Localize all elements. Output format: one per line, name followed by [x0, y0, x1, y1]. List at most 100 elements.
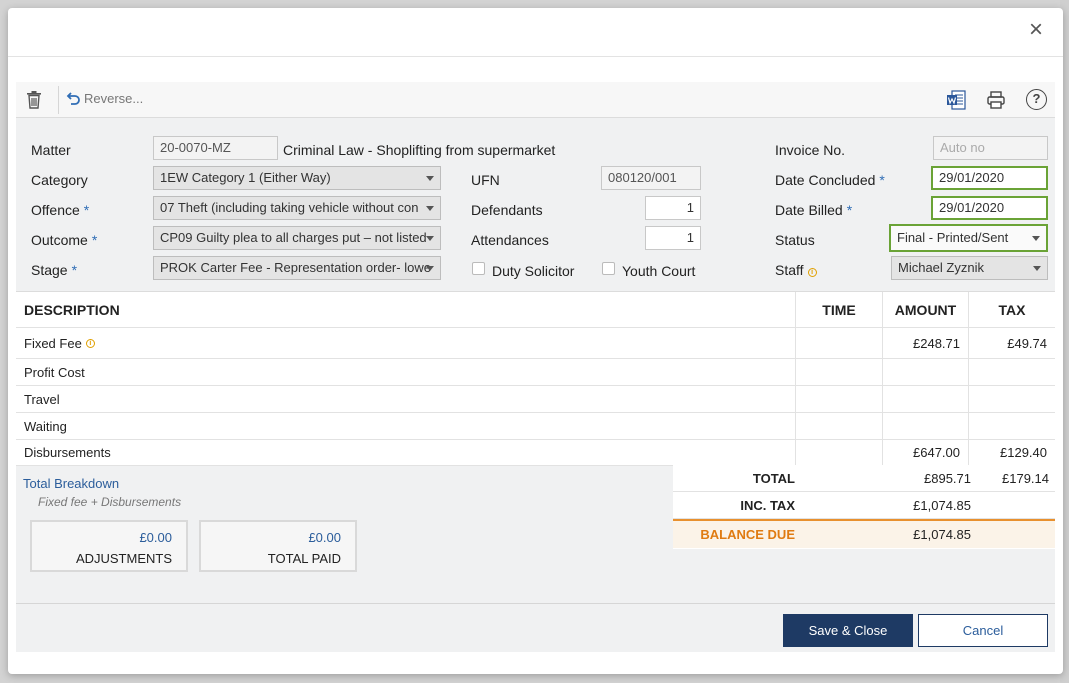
status-value: Final - Printed/Sent: [897, 230, 1009, 245]
footer-divider: [16, 603, 1055, 604]
col-description: DESCRIPTION: [24, 301, 120, 318]
staff-value: Michael Zyznik: [898, 260, 984, 275]
background-app-edge: [1060, 0, 1069, 683]
balance-due-row: BALANCE DUE £1,074.85: [673, 519, 1055, 548]
row-amount: [882, 386, 968, 412]
inc-tax-amount: £1,074.85: [913, 498, 971, 513]
total-paid-value: £0.00: [308, 530, 341, 545]
outcome-label: Outcome *: [31, 232, 98, 248]
offence-label: Offence *: [31, 202, 90, 218]
chevron-down-icon: [426, 206, 434, 211]
youth-court-label: Youth Court: [622, 263, 696, 279]
row-amount: £248.71: [882, 328, 968, 358]
word-icon[interactable]: [946, 90, 966, 110]
row-time: [795, 359, 882, 385]
table-header: DESCRIPTION TIME AMOUNT TAX: [16, 292, 1055, 328]
invoice-no-label: Invoice No.: [775, 142, 846, 158]
row-time: [795, 328, 882, 358]
save-close-button[interactable]: Save & Close: [783, 614, 913, 647]
outcome-select[interactable]: CP09 Guilty plea to all charges put – no…: [153, 226, 441, 250]
row-tax: £129.40: [968, 440, 1055, 465]
adjustments-value: £0.00: [139, 530, 172, 545]
trash-icon[interactable]: [26, 91, 42, 109]
youth-court-checkbox[interactable]: [602, 262, 615, 275]
status-select[interactable]: Final - Printed/Sent: [889, 224, 1048, 252]
row-amount: £647.00: [882, 440, 968, 465]
staff-label: Staff i: [775, 262, 817, 278]
row-description: Fixed Fee: [24, 335, 82, 351]
fee-table: DESCRIPTION TIME AMOUNT TAX Fixed Fee i £…: [16, 291, 1055, 466]
invoice-panel: Reverse... ? Matter 20-0070-MZ Criminal …: [16, 82, 1055, 652]
row-description: Profit Cost: [24, 364, 85, 380]
category-select[interactable]: 1EW Category 1 (Either Way): [153, 166, 441, 190]
date-concluded-input[interactable]: 29/01/2020: [931, 166, 1048, 190]
row-description: Travel: [24, 391, 60, 407]
total-breakdown-link[interactable]: Total Breakdown: [23, 476, 120, 491]
total-row: TOTAL £895.71 £179.14: [673, 465, 1055, 492]
row-amount: [882, 359, 968, 385]
status-label: Status: [775, 232, 815, 248]
duty-solicitor-checkbox[interactable]: [472, 262, 485, 275]
invoice-dialog: × Reverse...: [8, 8, 1063, 674]
help-icon[interactable]: ?: [1026, 89, 1047, 110]
invoice-no-field: Auto no: [933, 136, 1048, 160]
adjustments-box[interactable]: £0.00 ADJUSTMENTS: [30, 520, 188, 572]
ufn-label: UFN: [471, 172, 500, 188]
staff-select[interactable]: Michael Zyznik: [891, 256, 1048, 280]
chevron-down-icon: [1033, 266, 1041, 271]
stage-value: PROK Carter Fee - Representation order- …: [160, 260, 431, 275]
col-time: TIME: [795, 292, 882, 327]
chevron-down-icon: [1032, 236, 1040, 241]
date-billed-input[interactable]: 29/01/2020: [931, 196, 1048, 220]
table-row: Travel: [16, 386, 1055, 413]
row-description: Waiting: [24, 418, 67, 434]
offence-value: 07 Theft (including taking vehicle witho…: [160, 200, 419, 215]
header-divider: [8, 56, 1063, 57]
row-time: [795, 413, 882, 439]
row-tax: [968, 413, 1055, 439]
defendants-label: Defendants: [471, 202, 543, 218]
attendances-input[interactable]: 1: [645, 226, 701, 250]
attendances-label: Attendances: [471, 232, 549, 248]
totals-panel: TOTAL £895.71 £179.14 INC. TAX £1,074.85…: [673, 465, 1055, 549]
col-amount: AMOUNT: [882, 292, 968, 327]
cancel-button[interactable]: Cancel: [918, 614, 1048, 647]
info-icon: i: [85, 338, 95, 348]
total-amount: £895.71: [924, 471, 971, 486]
row-tax: £49.74: [968, 328, 1055, 358]
reverse-button[interactable]: Reverse...: [66, 91, 143, 106]
chevron-down-icon: [426, 236, 434, 241]
breakdown-subtitle: Fixed fee + Disbursements: [38, 495, 182, 509]
row-tax: [968, 386, 1055, 412]
print-icon[interactable]: [987, 91, 1005, 109]
chevron-down-icon: [426, 266, 434, 271]
matter-field: 20-0070-MZ: [153, 136, 278, 160]
matter-description: Criminal Law - Shoplifting from supermar…: [283, 142, 556, 158]
row-description: Disbursements: [24, 445, 111, 460]
undo-icon: [66, 91, 80, 105]
date-concluded-label: Date Concluded *: [775, 172, 885, 188]
stage-select[interactable]: PROK Carter Fee - Representation order- …: [153, 256, 441, 280]
date-billed-label: Date Billed *: [775, 202, 853, 218]
row-amount: [882, 413, 968, 439]
offence-select[interactable]: 07 Theft (including taking vehicle witho…: [153, 196, 441, 220]
category-value: 1EW Category 1 (Either Way): [160, 170, 331, 185]
close-icon[interactable]: ×: [1028, 16, 1043, 43]
balance-due-amount: £1,074.85: [913, 527, 971, 542]
total-paid-box[interactable]: £0.00 TOTAL PAID: [199, 520, 357, 572]
reverse-label: Reverse...: [84, 91, 144, 106]
row-tax: [968, 359, 1055, 385]
adjustments-label: ADJUSTMENTS: [75, 551, 172, 566]
total-label: TOTAL: [752, 471, 795, 486]
col-tax: TAX: [968, 292, 1055, 327]
total-tax: £179.14: [1002, 471, 1049, 486]
defendants-input[interactable]: 1: [645, 196, 701, 220]
table-row: Waiting: [16, 413, 1055, 440]
matter-label: Matter: [31, 142, 71, 158]
balance-due-label: BALANCE DUE: [700, 527, 795, 542]
ufn-field: 080120/001: [601, 166, 701, 190]
category-label: Category: [31, 172, 88, 188]
chevron-down-icon: [426, 176, 434, 181]
toolbar: Reverse... ?: [16, 82, 1055, 118]
info-icon: i: [807, 268, 817, 277]
